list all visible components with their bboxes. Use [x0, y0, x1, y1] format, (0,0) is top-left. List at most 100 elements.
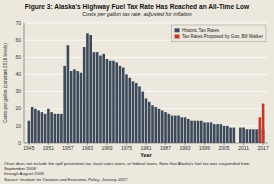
bar — [47, 109, 50, 143]
bar — [31, 107, 34, 143]
bar — [207, 122, 210, 143]
y-axis — [24, 23, 25, 143]
footnote: Chart does not include the spill prevent… — [4, 161, 250, 176]
bar — [76, 71, 79, 143]
bar — [197, 121, 200, 143]
subtitle: Costs per gallon tax rate, adjusted for … — [82, 11, 192, 17]
bar — [109, 61, 112, 143]
x-tick-label: 1993 — [179, 145, 190, 151]
bar — [102, 54, 105, 143]
chart: Figure 3: Alaska's Highway Fuel Tax Rate… — [0, 0, 274, 184]
y-axis-label: Cents per gallon (constant 2016 levels) — [3, 43, 8, 123]
bar — [223, 126, 226, 143]
bar — [67, 45, 70, 143]
bar — [135, 83, 138, 143]
bar — [255, 129, 258, 143]
bar — [158, 109, 161, 143]
bar — [106, 59, 109, 143]
bar — [190, 121, 193, 143]
y-tick-label: 20 — [15, 105, 21, 111]
bar — [93, 52, 96, 143]
bar — [148, 102, 151, 143]
x-tick-label: 1963 — [82, 145, 93, 151]
bar — [203, 122, 206, 143]
bar — [80, 73, 83, 143]
bar — [54, 114, 57, 143]
bar — [233, 128, 236, 143]
legend-swatch — [175, 28, 180, 32]
legend-frame — [172, 25, 266, 42]
bar — [242, 128, 245, 143]
bar — [249, 129, 252, 143]
x-tick-label: 2011 — [238, 145, 249, 151]
bar — [89, 35, 92, 143]
y-tick-label: 70 — [15, 20, 21, 26]
bar — [44, 114, 47, 143]
background — [0, 0, 274, 184]
bar — [171, 116, 174, 143]
legend-label: Historic Tax Rates — [182, 28, 220, 33]
bar — [125, 74, 128, 143]
bar — [213, 124, 216, 143]
bar — [122, 68, 125, 143]
grid-line — [24, 23, 268, 24]
bar — [96, 52, 99, 143]
bar — [193, 121, 196, 143]
y-tick-label: 40 — [15, 71, 21, 77]
x-tick-label: 1999 — [199, 145, 210, 151]
x-axis-label: Year — [140, 152, 152, 158]
bar — [210, 122, 213, 143]
bar — [138, 86, 141, 143]
x-tick-label: 2017 — [258, 145, 269, 151]
bar — [174, 116, 177, 143]
legend-swatch — [175, 35, 180, 39]
grid-line — [24, 74, 268, 75]
bar — [151, 105, 154, 143]
bar — [184, 117, 187, 143]
bar — [216, 124, 219, 143]
legend: Historic Tax RatesTax Rates Proposed by … — [172, 25, 266, 42]
bar — [34, 109, 37, 143]
bar — [63, 66, 66, 143]
bar — [167, 114, 170, 143]
y-tick-label: 10 — [15, 123, 21, 129]
x-tick-label: 1945 — [23, 145, 34, 151]
bar — [161, 110, 164, 143]
bar — [220, 124, 223, 143]
bar — [226, 126, 229, 143]
bar — [200, 121, 203, 143]
bar — [73, 69, 76, 143]
x-tick-label: 1969 — [101, 145, 112, 151]
title: Figure 3: Alaska's Highway Fuel Tax Rate… — [25, 3, 250, 11]
grid-line — [24, 57, 268, 58]
x-tick-label: 1987 — [160, 145, 171, 151]
bar — [229, 128, 232, 143]
grid — [24, 23, 268, 143]
bar — [262, 104, 265, 143]
bar — [177, 116, 180, 143]
x-tick-label: 1981 — [140, 145, 151, 151]
grid-line — [24, 91, 268, 92]
bar — [128, 78, 131, 143]
x-tick-label: 1951 — [43, 145, 54, 151]
footnote-line: Chart does not include the spill prevent… — [4, 161, 250, 166]
bar — [132, 81, 135, 143]
x-tick-label: 1975 — [121, 145, 132, 151]
bars — [28, 33, 265, 143]
legend-label: Tax Rates Proposed by Gov. Bill Walker — [182, 34, 263, 39]
y-tick-label: 0 — [18, 140, 21, 146]
bar — [57, 114, 60, 143]
bar — [180, 117, 183, 143]
y-tick-label: 50 — [15, 54, 21, 60]
bar — [259, 117, 262, 143]
bar — [86, 33, 89, 143]
y-tick-label: 60 — [15, 37, 21, 43]
bar — [115, 62, 118, 143]
bar — [119, 66, 122, 143]
bar — [50, 112, 53, 143]
bar — [239, 128, 242, 143]
x-tick-label: 2005 — [219, 145, 230, 151]
bar — [164, 112, 167, 143]
bar — [187, 119, 190, 143]
source: Source: Institute on Taxation and Econom… — [4, 177, 128, 182]
